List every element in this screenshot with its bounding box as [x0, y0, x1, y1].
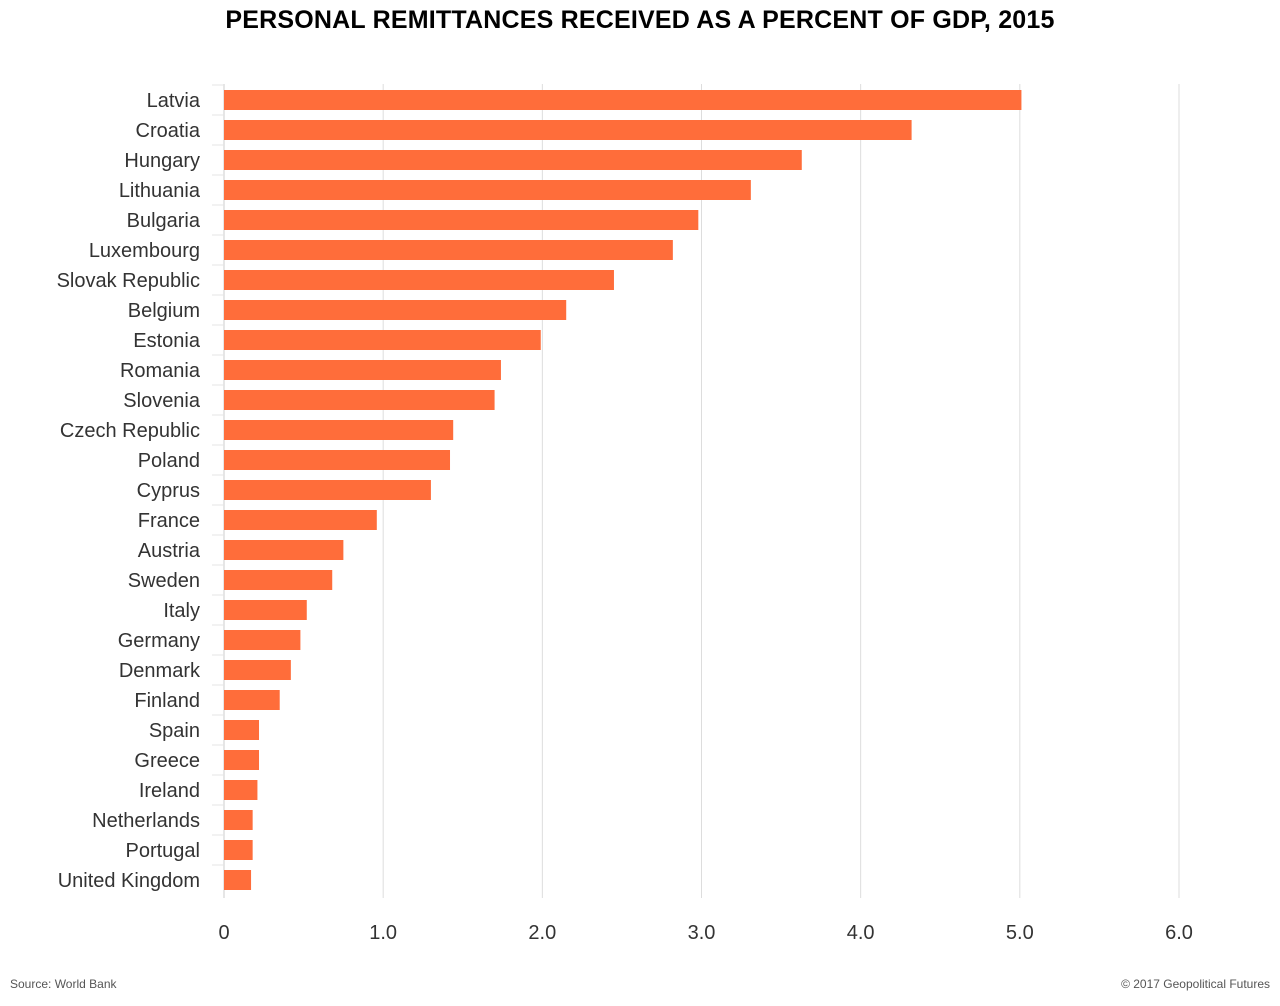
category-label: Czech Republic	[60, 420, 200, 442]
category-label: Slovak Republic	[57, 270, 200, 292]
category-label: Ireland	[139, 780, 200, 802]
category-label: Denmark	[119, 660, 201, 682]
x-tick-label: 3.0	[688, 922, 716, 944]
bar	[224, 270, 614, 290]
category-label: Croatia	[136, 120, 201, 142]
category-label: Lithuania	[119, 180, 201, 202]
category-label: Germany	[118, 630, 200, 652]
bar	[224, 510, 377, 530]
category-label: Hungary	[124, 150, 200, 172]
category-label: United Kingdom	[58, 870, 200, 892]
bar	[224, 360, 501, 380]
category-label: Netherlands	[92, 810, 200, 832]
bar	[224, 660, 291, 680]
bar	[224, 330, 541, 350]
bar	[224, 90, 1022, 110]
category-label: Latvia	[147, 90, 201, 112]
x-axis-ticks: 0 1.0 2.0 3.0 4.0 5.0 6.0	[218, 922, 1192, 944]
category-label: Luxembourg	[89, 240, 200, 262]
bar	[224, 300, 567, 320]
bar	[224, 780, 258, 800]
category-label: Greece	[134, 750, 200, 772]
bar	[224, 540, 344, 560]
bar	[224, 570, 333, 590]
bar	[224, 180, 751, 200]
category-label: Slovenia	[123, 390, 201, 412]
chart-title: PERSONAL REMITTANCES RECEIVED AS A PERCE…	[225, 6, 1055, 34]
category-labels: Latvia Croatia Hungary Lithuania Bulgaria Lux…	[57, 90, 201, 892]
bar	[224, 630, 301, 650]
x-tick-label: 2.0	[528, 922, 556, 944]
category-label: France	[138, 510, 200, 532]
bar	[224, 240, 673, 260]
bar	[224, 810, 253, 830]
bar	[224, 870, 252, 890]
bar	[224, 210, 699, 230]
bar	[224, 600, 307, 620]
bars	[224, 90, 1022, 890]
category-label: Spain	[149, 720, 200, 742]
category-label: Italy	[163, 600, 200, 622]
x-tick-label: 1.0	[369, 922, 397, 944]
bar	[224, 750, 260, 770]
bar	[224, 420, 454, 440]
category-label: Cyprus	[137, 480, 200, 502]
category-label: Belgium	[128, 300, 200, 322]
category-label: Bulgaria	[127, 210, 201, 232]
category-label: Sweden	[128, 570, 200, 592]
bar	[224, 390, 495, 410]
bar	[224, 450, 451, 470]
bar	[224, 480, 431, 500]
category-label: Poland	[138, 450, 200, 472]
source-note: Source: World Bank	[10, 977, 117, 991]
bar	[224, 690, 280, 710]
category-label: Estonia	[133, 330, 201, 352]
category-label: Austria	[138, 540, 201, 562]
copyright-note: © 2017 Geopolitical Futures	[1121, 977, 1270, 991]
category-label: Romania	[120, 360, 201, 382]
category-label: Finland	[134, 690, 200, 712]
x-tick-label: 5.0	[1006, 922, 1034, 944]
x-tick-label: 6.0	[1165, 922, 1193, 944]
bar	[224, 120, 912, 140]
bar	[224, 720, 260, 740]
bar	[224, 840, 253, 860]
x-tick-label: 4.0	[847, 922, 875, 944]
x-tick-label: 0	[218, 922, 229, 944]
category-label: Portugal	[126, 840, 201, 862]
bar	[224, 150, 802, 170]
